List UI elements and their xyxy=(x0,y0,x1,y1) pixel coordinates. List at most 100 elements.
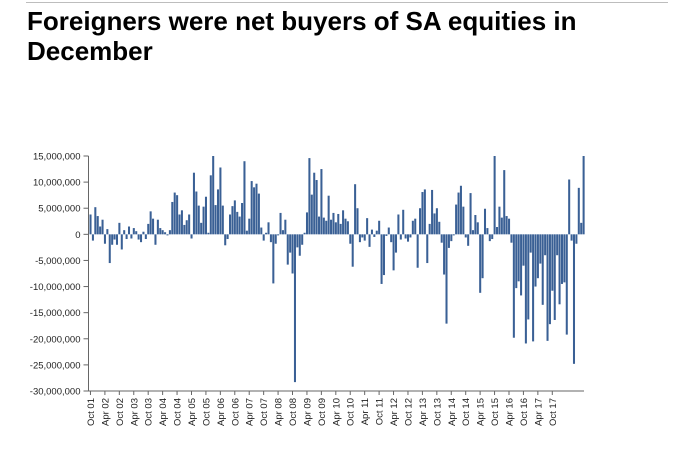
bar xyxy=(512,234,515,338)
bar xyxy=(257,193,260,235)
bar xyxy=(192,172,195,235)
bar xyxy=(281,230,284,235)
bar xyxy=(346,221,349,235)
bar xyxy=(368,234,371,247)
x-tick-label: Oct 06 xyxy=(230,398,241,426)
x-tick: Oct 17 xyxy=(548,391,559,426)
x-tick: Oct 10 xyxy=(346,391,357,426)
bar xyxy=(563,234,566,283)
bar xyxy=(529,234,532,253)
bar xyxy=(262,234,265,241)
bar xyxy=(303,232,306,235)
chart-title: Foreigners were net buyers of SA equitie… xyxy=(27,6,577,66)
bar xyxy=(103,234,106,244)
bar xyxy=(233,200,236,235)
bar xyxy=(106,229,109,235)
x-tick-label: Apr 13 xyxy=(418,398,429,426)
bar xyxy=(91,234,94,241)
bar xyxy=(469,193,472,235)
x-tick-label: Oct 02 xyxy=(115,398,126,426)
y-tick-label: -5,000,000 xyxy=(35,256,80,267)
bar xyxy=(152,218,155,235)
bar xyxy=(200,222,203,235)
bar xyxy=(229,214,232,235)
bar xyxy=(279,212,282,235)
bar xyxy=(534,234,537,287)
bar xyxy=(130,234,133,239)
bar xyxy=(308,158,311,235)
x-tick-label: Oct 07 xyxy=(259,398,270,426)
bar xyxy=(274,234,277,244)
x-tick-label: Apr 02 xyxy=(100,398,111,426)
bar xyxy=(544,234,547,256)
x-tick: Apr 14 xyxy=(447,391,458,426)
bar xyxy=(440,234,443,243)
x-tick: Apr 13 xyxy=(418,391,429,426)
bar xyxy=(248,218,251,235)
bar xyxy=(173,192,176,235)
bar xyxy=(517,234,520,282)
bar xyxy=(500,217,503,235)
bar xyxy=(185,220,188,235)
bar xyxy=(245,230,248,235)
bar xyxy=(397,214,400,235)
bar xyxy=(361,234,364,238)
x-tick-label: Apr 17 xyxy=(533,398,544,426)
bar xyxy=(209,175,212,235)
bar xyxy=(204,196,207,235)
x-tick-label: Apr 16 xyxy=(504,398,515,426)
bar xyxy=(426,234,429,264)
bar xyxy=(570,234,573,241)
bar xyxy=(520,234,523,296)
bar xyxy=(339,223,342,235)
bar xyxy=(556,234,559,256)
bar xyxy=(476,222,479,235)
x-tick-label: Oct 14 xyxy=(461,398,472,426)
bar xyxy=(438,221,441,235)
bar xyxy=(243,161,246,235)
x-tick-label: Apr 05 xyxy=(187,398,198,426)
bar xyxy=(421,192,424,235)
bar xyxy=(467,234,470,246)
x-tick: Oct 07 xyxy=(259,391,270,426)
x-tick: Apr 17 xyxy=(533,391,544,426)
bar xyxy=(423,189,426,235)
x-tick-label: Oct 01 xyxy=(86,398,97,426)
y-tick: -30,000,000 xyxy=(30,387,89,398)
x-tick: Apr 03 xyxy=(129,391,140,426)
bar xyxy=(474,215,477,235)
bar xyxy=(370,229,373,235)
bar xyxy=(373,234,376,237)
bar xyxy=(565,234,568,335)
bar xyxy=(269,234,272,243)
bar xyxy=(382,234,385,276)
x-tick-label: Oct 04 xyxy=(173,398,184,426)
bar xyxy=(140,234,143,243)
bar xyxy=(527,234,530,320)
x-tick: Oct 12 xyxy=(403,391,414,426)
x-tick: Oct 01 xyxy=(86,391,97,426)
x-tick: Oct 08 xyxy=(288,391,299,426)
bar xyxy=(493,156,496,235)
bar xyxy=(404,234,407,239)
bar xyxy=(577,187,580,235)
y-tick-label: 10,000,000 xyxy=(33,178,81,189)
bar xyxy=(431,189,434,235)
bar xyxy=(125,234,128,240)
bar xyxy=(503,170,506,235)
bar xyxy=(277,234,280,236)
bar xyxy=(267,222,270,235)
x-tick: Apr 07 xyxy=(245,391,256,426)
bar xyxy=(255,183,258,235)
bar xyxy=(137,234,140,240)
x-tick: Apr 04 xyxy=(158,391,169,426)
bar xyxy=(344,218,347,235)
x-tick: Oct 14 xyxy=(461,391,472,426)
bar xyxy=(156,219,159,235)
bar xyxy=(572,234,576,364)
bar xyxy=(337,213,340,235)
x-tick: Apr 12 xyxy=(389,391,400,426)
bar xyxy=(293,234,296,383)
bar xyxy=(310,194,313,235)
